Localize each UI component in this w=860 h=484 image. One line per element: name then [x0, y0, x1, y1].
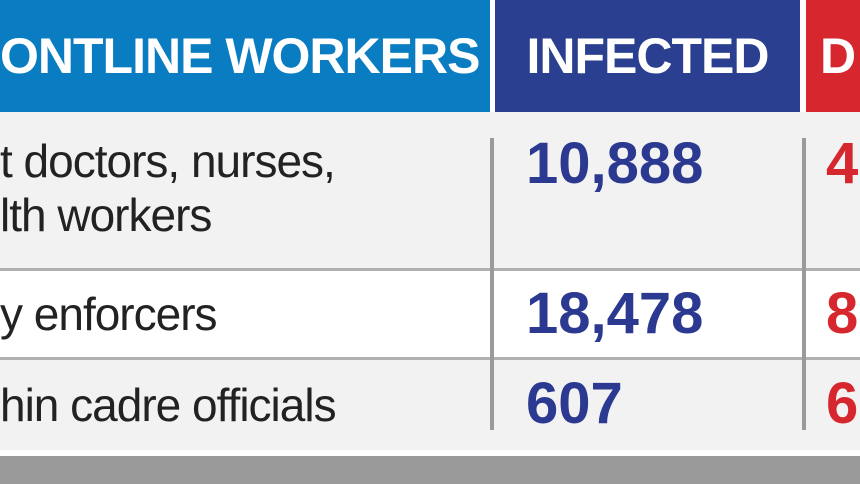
- footer-band: [0, 456, 860, 484]
- infected-value: 10,888: [526, 131, 704, 196]
- column-divider: [802, 138, 806, 430]
- row-label: hin cadre officials: [0, 378, 337, 432]
- infected-value: 18,478: [526, 281, 704, 346]
- header-text: D: [820, 28, 856, 84]
- death-value: 4: [826, 131, 859, 196]
- label-line: hin cadre officials: [0, 379, 337, 431]
- column-divider: [490, 138, 494, 430]
- label-line: lth workers: [0, 189, 212, 241]
- label-line: y enforcers: [0, 288, 218, 340]
- row-divider: [0, 268, 860, 271]
- header-cell: D: [806, 0, 860, 112]
- header-text: INFECTED: [526, 28, 770, 84]
- row-bg: [0, 360, 860, 450]
- label-line: t doctors, nurses,: [0, 135, 336, 187]
- row-bg: [0, 271, 860, 357]
- row-bg: [0, 112, 860, 268]
- infected-value: 607: [526, 371, 623, 436]
- row-divider: [0, 357, 860, 360]
- row-label: y enforcers: [0, 287, 218, 341]
- death-value: 8: [826, 281, 859, 346]
- header-cell: INFECTED: [495, 0, 800, 112]
- row-label: t doctors, nurses, lth workers: [0, 134, 336, 242]
- death-value: 6: [826, 371, 859, 436]
- header-cell: ONTLINE WORKERS: [0, 0, 490, 112]
- header-text: ONTLINE WORKERS: [0, 28, 480, 84]
